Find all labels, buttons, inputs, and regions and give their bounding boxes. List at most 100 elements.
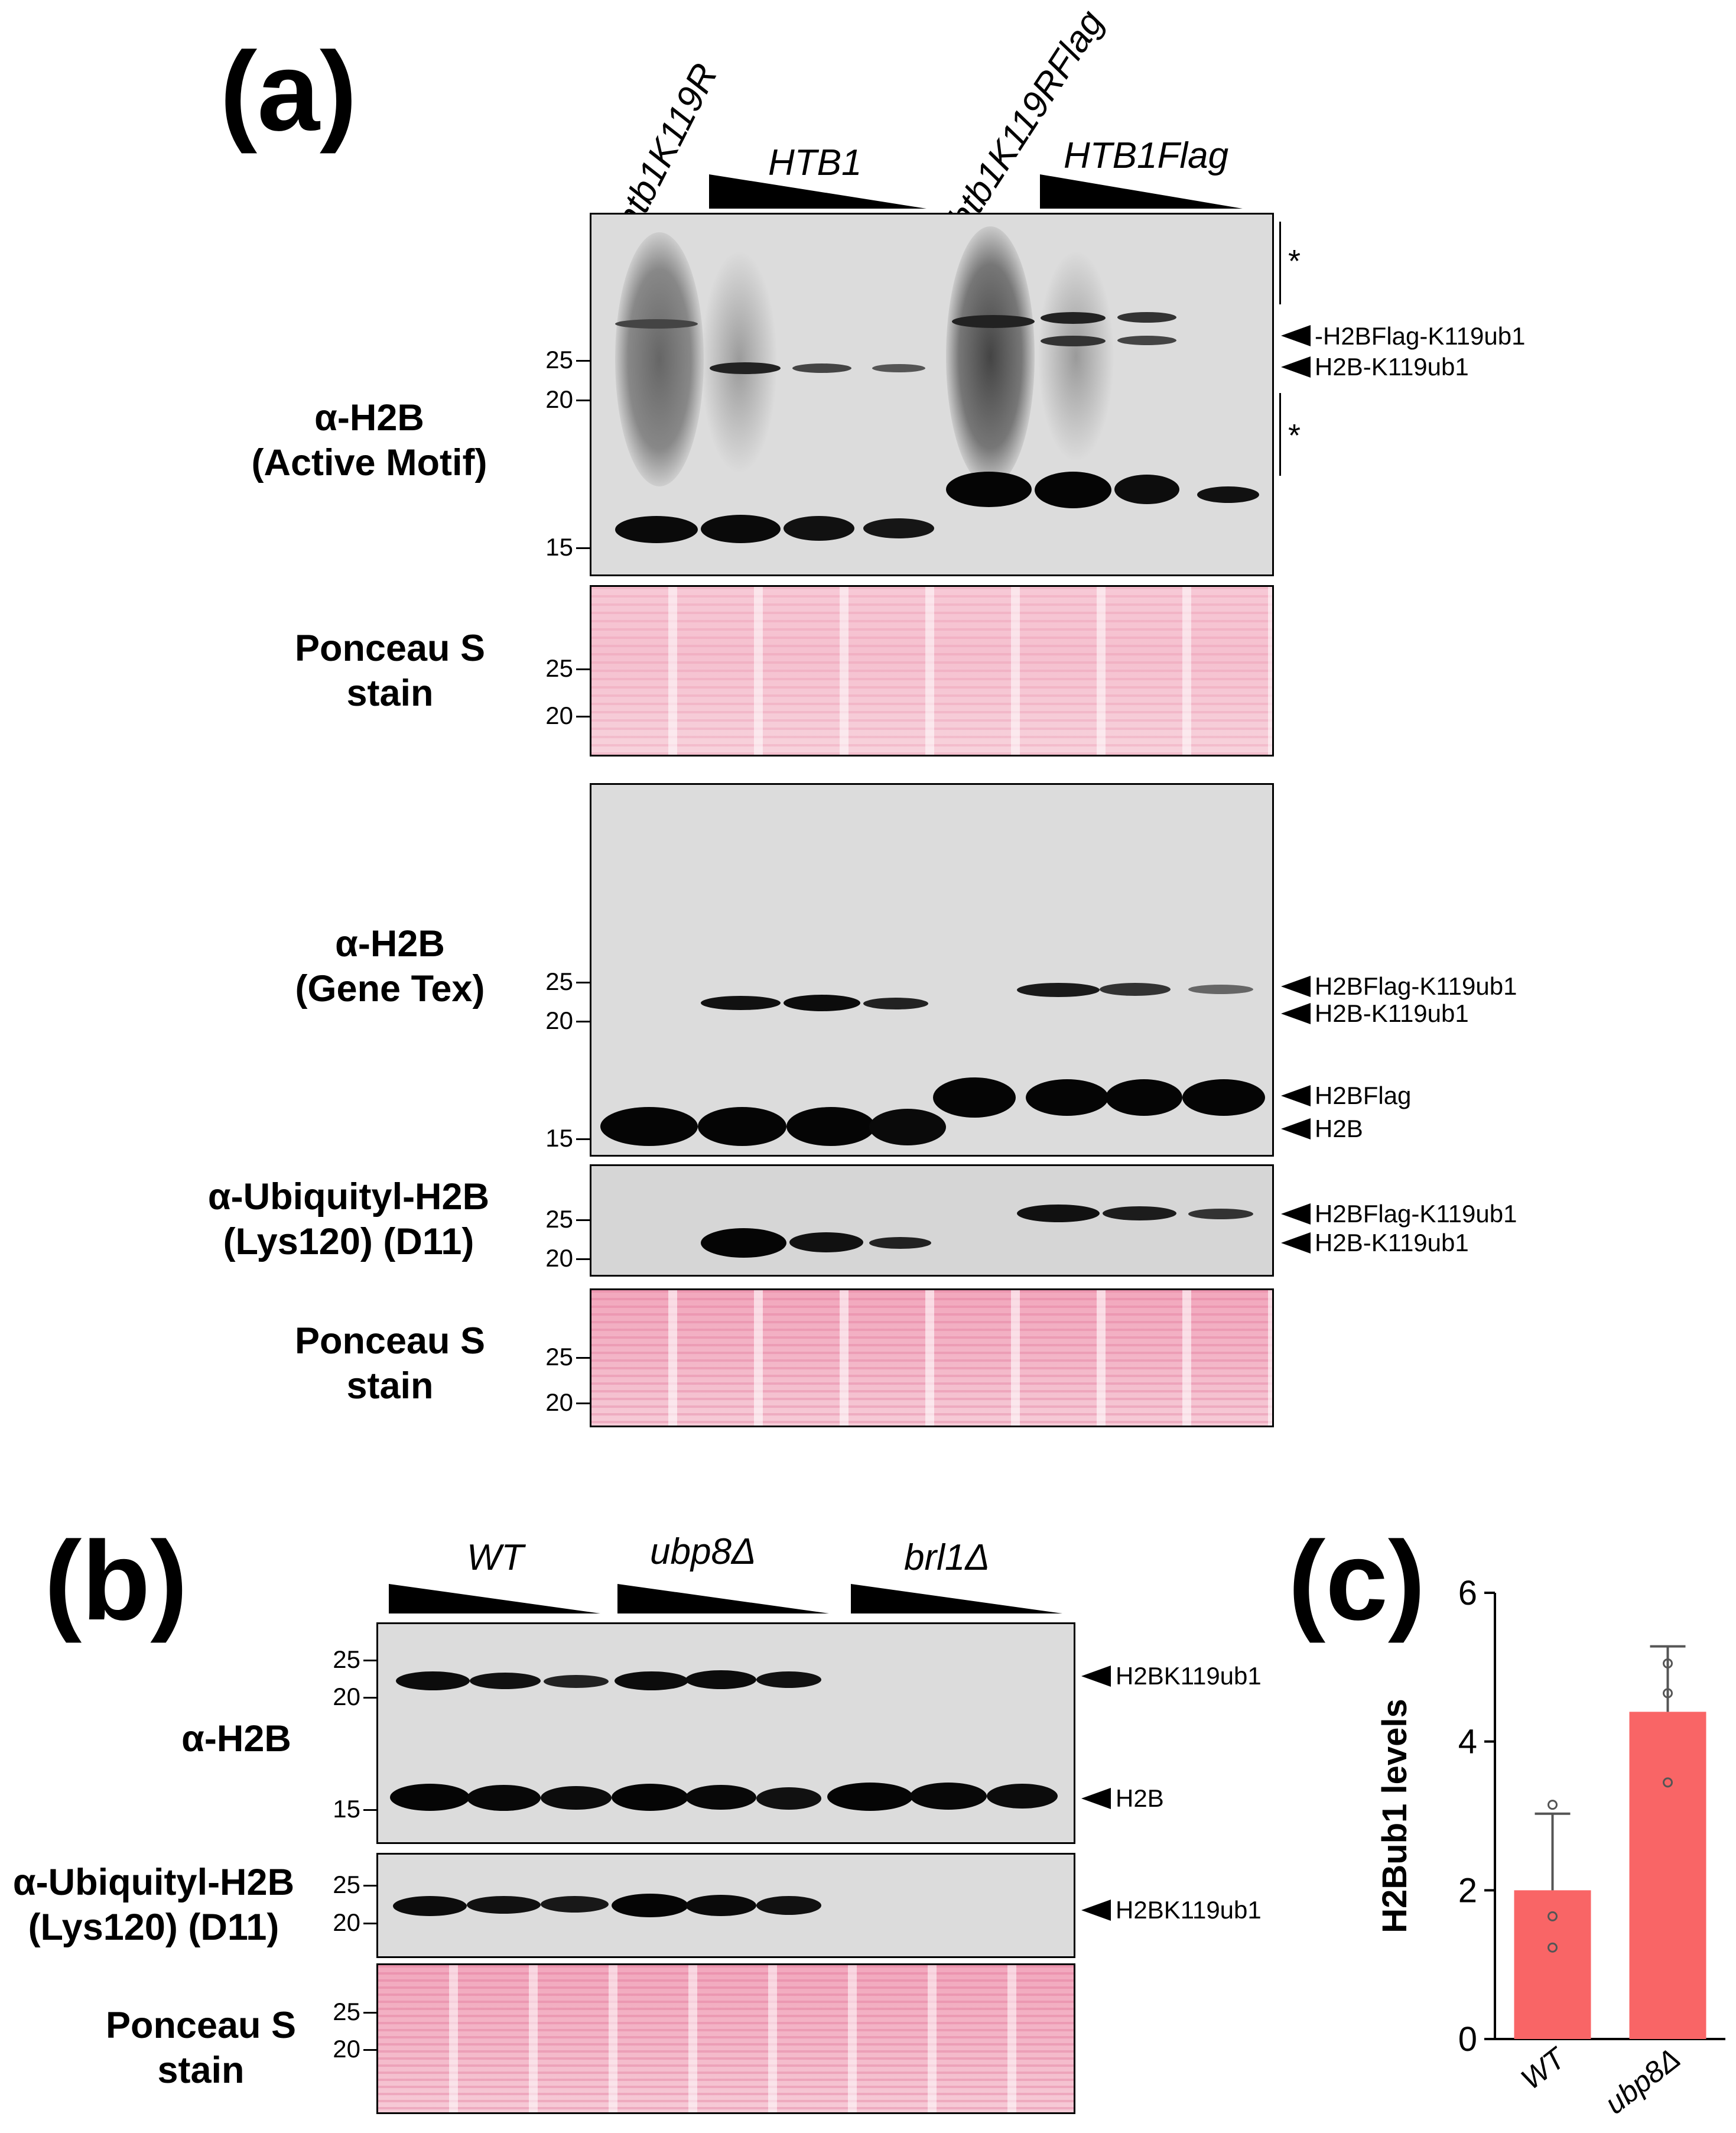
b-blot2-label-line1: α-Ubiquityl-H2B <box>12 1862 295 1903</box>
western-blot-2 <box>590 783 1274 1157</box>
data-point <box>1548 1942 1558 1953</box>
data-point <box>1663 1658 1673 1669</box>
band-arrow <box>1281 325 1311 346</box>
mw-marker: 25 <box>333 1998 360 2025</box>
bar-0 <box>1514 1890 1591 2039</box>
y-axis-label: H2Bub1 levels <box>1376 1699 1414 1933</box>
band-label: H2BFlag-K119ub1 <box>1315 972 1517 1000</box>
western-blot-3 <box>590 1164 1274 1277</box>
band-arrow <box>1281 1118 1311 1139</box>
mw-marker: 20 <box>333 2035 360 2063</box>
dilution-wedge-htb1flag <box>1040 174 1243 209</box>
data-point <box>1663 1777 1673 1788</box>
b-blot2-label-line2: (Lys120) (D11) <box>28 1906 279 1948</box>
b-ponceau-label-line2: stain <box>157 2049 245 2091</box>
x-tick-label: WT <box>1515 2040 1573 2096</box>
band-arrow <box>1281 1203 1311 1225</box>
band-arrow <box>1281 1232 1311 1254</box>
band-arrow <box>1281 976 1311 997</box>
band-arrow <box>1281 1003 1311 1024</box>
band-label: H2BFlag <box>1315 1082 1412 1109</box>
y-tick-label: 4 <box>1458 1723 1477 1761</box>
blot2-antibody-label: α-H2B (Gene Tex) <box>248 922 532 1011</box>
mw-tick <box>363 2049 378 2051</box>
mw-tick <box>576 400 590 401</box>
band-label: H2B <box>1116 1784 1164 1812</box>
mw-tick <box>576 668 590 670</box>
group-header-brl1: brl1Δ <box>904 1537 990 1578</box>
blot3-antibody-label: α-Ubiquityl-H2B (Lys120) (D11) <box>171 1175 526 1264</box>
ponceau2-label: Ponceau S stain <box>254 1319 526 1408</box>
blot1-antibody-label: α-H2B (Active Motif) <box>230 396 508 485</box>
band-label: H2B-K119ub1 <box>1315 999 1469 1027</box>
blot3-label-line2: (Lys120) (D11) <box>223 1220 474 1262</box>
panel-b-label: (b) <box>44 1518 188 1644</box>
mw-tick <box>576 1357 590 1359</box>
band-label: -H2BFlag-K119ub1 <box>1315 322 1526 350</box>
mw-tick <box>576 1258 590 1260</box>
b-blot1-antibody-label: α-H2B <box>181 1718 291 1759</box>
b-ponceau-label-line1: Ponceau S <box>105 2005 297 2046</box>
b-western-blot-1 <box>376 1622 1075 1844</box>
asterisk-bracket <box>1279 393 1281 476</box>
mw-tick <box>576 716 590 718</box>
mw-marker: 25 <box>333 1645 360 1673</box>
b-ponceau-label: Ponceau S stain <box>83 2004 319 2093</box>
mw-marker: 25 <box>545 346 573 374</box>
band-arrow <box>1081 1666 1111 1687</box>
mw-marker: 20 <box>545 385 573 413</box>
band-arrow <box>1281 356 1311 378</box>
b-ponceau-stain <box>376 1963 1075 2114</box>
blot2-label-line2: (Gene Tex) <box>295 968 485 1009</box>
mw-marker: 25 <box>545 1205 573 1233</box>
asterisk-mark: * <box>1288 244 1301 279</box>
band-label: H2B-K119ub1 <box>1315 1229 1469 1257</box>
blot2-label-line1: α-H2B <box>335 923 445 965</box>
y-tick-label: 6 <box>1458 1574 1477 1612</box>
data-point <box>1663 1688 1673 1699</box>
ponceau1-label-line2: stain <box>346 672 434 714</box>
mw-tick <box>576 982 590 983</box>
mw-marker: 15 <box>333 1795 360 1823</box>
band-label: H2BK119ub1 <box>1116 1662 1262 1690</box>
b-blot2-antibody-label: α-Ubiquityl-H2B (Lys120) (D11) <box>6 1861 301 1950</box>
blot1-label-line1: α-H2B <box>314 397 424 439</box>
asterisk-bracket <box>1279 222 1281 304</box>
band-arrow <box>1081 1788 1111 1809</box>
panel-a-label: (a) <box>220 29 357 154</box>
ponceau-stain-1 <box>590 585 1274 757</box>
dilution-wedge-htb1 <box>709 174 926 209</box>
asterisk-mark: * <box>1288 418 1301 453</box>
x-tick-label: ubp8Δ <box>1599 2042 1687 2121</box>
mw-tick <box>363 1809 378 1811</box>
band-label: H2B <box>1315 1115 1363 1142</box>
mw-tick <box>576 1138 590 1140</box>
mw-tick <box>576 1021 590 1022</box>
ponceau2-label-line1: Ponceau S <box>294 1320 486 1362</box>
mw-tick <box>363 2012 378 2014</box>
ponceau1-label: Ponceau S stain <box>254 626 526 716</box>
b-western-blot-2 <box>376 1853 1075 1958</box>
mw-tick <box>363 1923 378 1924</box>
dilution-wedge-brl1 <box>851 1584 1062 1613</box>
ponceau2-label-line2: stain <box>346 1365 434 1407</box>
mw-marker: 25 <box>545 654 573 682</box>
panel-c-label: (c) <box>1288 1518 1426 1644</box>
lane-header-htb1flag: HTB1Flag <box>1064 135 1229 176</box>
mw-marker: 20 <box>545 1007 573 1034</box>
mw-marker: 20 <box>545 1388 573 1416</box>
mw-marker: 20 <box>333 1683 360 1710</box>
mw-marker: 20 <box>333 1908 360 1936</box>
blot3-label-line1: α-Ubiquityl-H2B <box>207 1176 490 1218</box>
mw-marker: 25 <box>545 968 573 995</box>
mw-tick <box>576 360 590 362</box>
data-point <box>1548 1911 1558 1921</box>
blot1-label-line2: (Active Motif) <box>251 441 487 483</box>
mw-marker: 20 <box>545 702 573 729</box>
mw-tick <box>363 1660 378 1661</box>
data-point <box>1548 1800 1558 1810</box>
y-tick-label: 2 <box>1458 1871 1477 1910</box>
dilution-wedge-ubp8 <box>617 1584 829 1613</box>
ponceau-stain-2 <box>590 1288 1274 1427</box>
mw-tick <box>363 1697 378 1699</box>
